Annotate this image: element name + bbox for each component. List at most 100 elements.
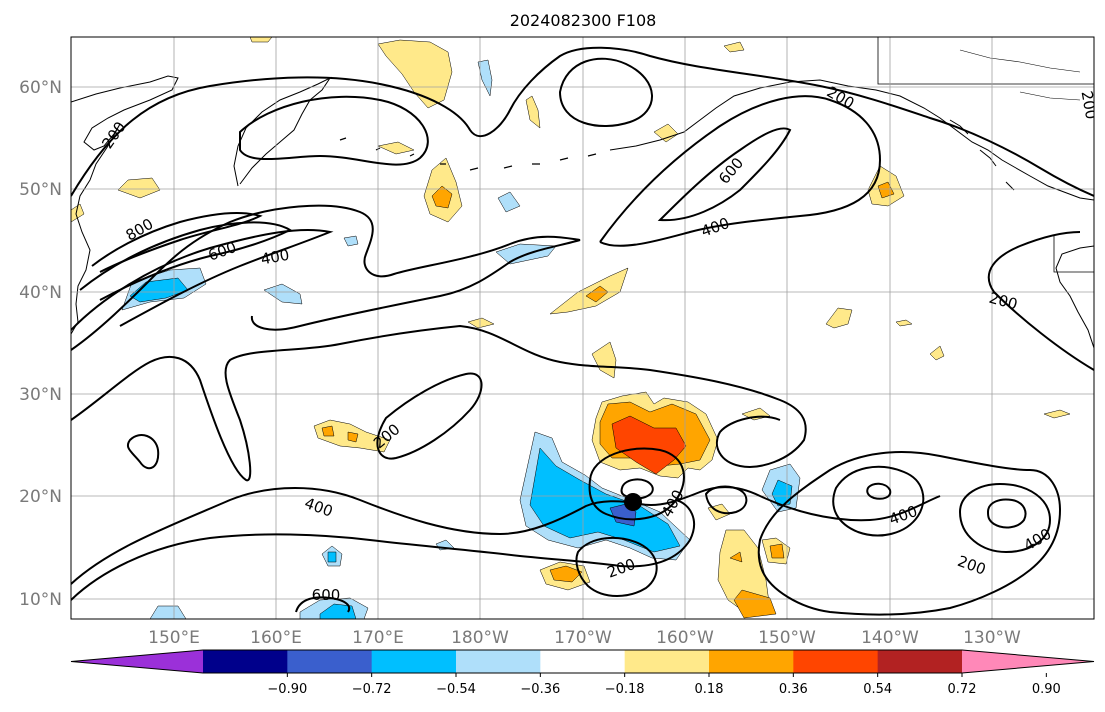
anomaly-blob xyxy=(117,177,161,199)
longitude-label: 140°W xyxy=(861,628,919,648)
contour-label: 200 xyxy=(1078,89,1101,120)
colorbar-outline xyxy=(70,649,1095,674)
anomaly-blob xyxy=(149,605,187,619)
anomaly-blob xyxy=(249,37,273,43)
colorbar-segment xyxy=(540,650,626,673)
colorbar-segment xyxy=(624,650,710,673)
contour-200-ring-east xyxy=(757,451,1062,616)
contour-200-east xyxy=(987,231,1094,371)
colorbar-segment xyxy=(371,650,457,673)
anomaly-blob xyxy=(377,141,415,155)
colorbar-segment xyxy=(203,650,288,673)
contour-400-far-east-inner xyxy=(986,498,1027,529)
contour-400-inner-loop xyxy=(620,478,654,500)
colorbar-tick-label: 0.90 xyxy=(1032,682,1061,697)
longitude-label: 150°E xyxy=(148,628,200,648)
longitude-label: 130°W xyxy=(963,628,1021,648)
contour-600-south xyxy=(295,596,351,613)
anomaly-blob xyxy=(431,185,453,209)
colorbar-extend-min xyxy=(71,650,203,673)
latitude-label: 40°N xyxy=(19,283,62,303)
anomaly-blob xyxy=(377,39,453,109)
contour-400-south xyxy=(71,486,941,585)
contour-400-far-east xyxy=(958,482,1052,554)
contour-200-south xyxy=(71,499,695,601)
latitude-label: 30°N xyxy=(19,385,62,405)
colorbar-segment xyxy=(456,650,541,673)
anomaly-blob xyxy=(1043,409,1071,419)
positive-anomaly-core xyxy=(611,415,687,475)
anomaly-blob xyxy=(723,41,745,53)
contour-ring-bearing xyxy=(239,95,429,166)
colorbar-tick-label: −0.90 xyxy=(267,682,307,697)
anomaly-blob xyxy=(729,551,743,563)
anomaly-blob xyxy=(263,283,303,305)
colorbar-tick-label: −0.36 xyxy=(520,682,560,697)
colorbar-extend-max xyxy=(962,650,1094,673)
anomaly-blob xyxy=(319,603,357,619)
contour-ring-arctic xyxy=(558,57,653,128)
inland-lines xyxy=(959,49,1081,101)
contour-200-southcentral xyxy=(575,536,658,597)
colorbar-tick-label: −0.54 xyxy=(436,682,476,697)
anomaly-blob xyxy=(467,317,495,329)
contour-200-mid xyxy=(71,204,581,351)
contour-800 xyxy=(91,212,263,273)
colorbar-segment xyxy=(709,650,794,673)
northwest-coastline xyxy=(1055,245,1094,349)
longitude-label: 180°W xyxy=(451,628,509,648)
contour-600-east xyxy=(657,127,792,222)
contour-200-central xyxy=(71,324,807,482)
anomaly-blob xyxy=(769,543,785,559)
colorbar-tick-label: 0.72 xyxy=(948,682,977,697)
longitude-label: 160°W xyxy=(656,628,714,648)
longitude-labels: 150°E 160°E 170°E 180°W 170°W 160°W 150°… xyxy=(148,628,1021,648)
asia-coastline xyxy=(71,75,179,335)
anomaly-blob xyxy=(525,95,541,129)
latitude-label: 10°N xyxy=(19,590,62,610)
longitude-label: 160°E xyxy=(250,628,302,648)
contour-200-loop-a xyxy=(376,372,483,460)
graticule xyxy=(71,37,1094,619)
anomaly-blob xyxy=(549,565,583,583)
anomaly-blob xyxy=(71,203,85,223)
colorbar-segment xyxy=(287,650,373,673)
negative-anomaly-core xyxy=(529,447,681,553)
anomaly-blob xyxy=(327,551,337,563)
contour-400-ring-east xyxy=(832,465,925,537)
colorbar-tick-label: −0.72 xyxy=(352,682,392,697)
contour-400-small-ring xyxy=(866,482,892,500)
contour-400-east xyxy=(599,95,882,247)
colorbar: −0.90 −0.72 −0.54 −0.36 −0.18 0.18 0.36 0.54 0.7… xyxy=(70,649,1095,697)
anomaly-blob xyxy=(895,319,913,327)
contour-lines xyxy=(71,46,1094,616)
anomaly-blob xyxy=(321,425,335,437)
contour-label: 400 xyxy=(259,246,290,269)
longitude-label: 150°W xyxy=(758,628,816,648)
contour-200-north xyxy=(71,46,1094,197)
contour-200-loop-b xyxy=(126,434,160,470)
storm-center-marker xyxy=(624,493,642,511)
alaska-coastline xyxy=(609,79,1094,201)
contour-400-west xyxy=(71,229,334,331)
latitude-label: 20°N xyxy=(19,487,62,507)
latitude-label: 50°N xyxy=(19,180,62,200)
map-title: 2024082300 F108 xyxy=(510,11,657,30)
anomaly-blob xyxy=(733,589,777,619)
contour-label: 600 xyxy=(312,586,341,604)
anomaly-blob xyxy=(497,191,521,213)
colorbar-tick-label: 0.54 xyxy=(863,682,892,697)
colorbar-tick-label: −0.18 xyxy=(605,682,645,697)
anomaly-blob xyxy=(825,307,853,329)
map-frame xyxy=(70,36,1095,620)
latitude-labels: 60°N 50°N 40°N 30°N 20°N 10°N xyxy=(19,78,62,610)
colorbar-segment xyxy=(877,650,963,673)
contour-200-hawaii-loop xyxy=(704,485,748,515)
colorbar-tick-label: 0.36 xyxy=(779,682,808,697)
colorbar-segment xyxy=(793,650,879,673)
longitude-label: 170°E xyxy=(352,628,404,648)
latitude-label: 60°N xyxy=(19,78,62,98)
shading-layer xyxy=(71,37,1071,619)
border-line xyxy=(877,37,1094,273)
